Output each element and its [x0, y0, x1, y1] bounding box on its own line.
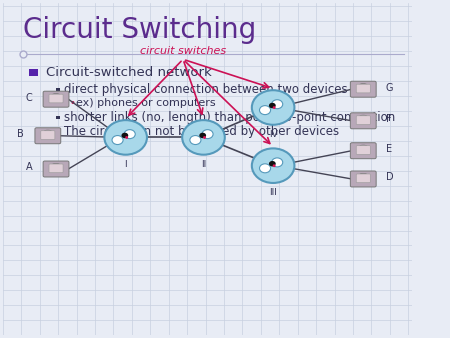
Text: A: A — [26, 162, 32, 172]
FancyBboxPatch shape — [351, 113, 376, 129]
Bar — [56, 116, 60, 119]
Ellipse shape — [359, 83, 367, 87]
FancyBboxPatch shape — [35, 128, 61, 144]
Circle shape — [190, 136, 201, 145]
FancyBboxPatch shape — [351, 171, 376, 187]
Circle shape — [252, 148, 294, 183]
Circle shape — [252, 90, 294, 125]
FancyBboxPatch shape — [41, 131, 55, 139]
Text: Circuit Switching: Circuit Switching — [23, 16, 256, 44]
Circle shape — [112, 136, 123, 145]
Ellipse shape — [44, 130, 52, 134]
FancyBboxPatch shape — [356, 174, 370, 183]
Circle shape — [122, 133, 128, 138]
Text: IV: IV — [269, 130, 278, 139]
FancyBboxPatch shape — [351, 143, 376, 159]
Bar — [56, 130, 60, 134]
Text: shorter links (no, length) than point-to-point connection: shorter links (no, length) than point-to… — [64, 111, 396, 124]
FancyBboxPatch shape — [356, 116, 370, 124]
Ellipse shape — [52, 94, 60, 97]
FancyBboxPatch shape — [49, 164, 63, 173]
Circle shape — [199, 133, 206, 138]
Text: ex) phones or computers: ex) phones or computers — [76, 98, 215, 108]
Text: II: II — [201, 160, 206, 169]
FancyBboxPatch shape — [49, 94, 63, 103]
Text: circuit switches: circuit switches — [140, 46, 226, 56]
Circle shape — [272, 158, 283, 167]
Text: Circuit-switched network: Circuit-switched network — [46, 66, 212, 79]
Circle shape — [202, 130, 213, 139]
Text: •: • — [70, 98, 76, 108]
FancyBboxPatch shape — [356, 84, 370, 93]
Bar — [56, 88, 60, 91]
Circle shape — [260, 164, 270, 173]
Text: direct physical connection between two devices: direct physical connection between two d… — [64, 83, 348, 96]
Circle shape — [124, 130, 135, 139]
Circle shape — [272, 100, 283, 109]
Text: III: III — [269, 188, 277, 197]
FancyBboxPatch shape — [356, 146, 370, 154]
Text: C: C — [26, 93, 32, 102]
FancyBboxPatch shape — [351, 81, 376, 97]
Text: B: B — [18, 129, 24, 139]
FancyBboxPatch shape — [43, 161, 69, 177]
Circle shape — [104, 120, 147, 155]
Text: The circuit can not be shared by other devices: The circuit can not be shared by other d… — [64, 125, 339, 138]
Text: I: I — [124, 160, 127, 169]
Circle shape — [269, 161, 276, 167]
Ellipse shape — [359, 145, 367, 148]
Ellipse shape — [359, 173, 367, 177]
FancyBboxPatch shape — [43, 91, 69, 107]
Circle shape — [269, 103, 276, 108]
Circle shape — [182, 120, 225, 155]
Circle shape — [260, 106, 270, 115]
Ellipse shape — [52, 163, 60, 167]
Text: G: G — [386, 82, 393, 93]
Ellipse shape — [359, 115, 367, 118]
Text: E: E — [386, 144, 392, 154]
Text: F: F — [386, 114, 392, 124]
Text: D: D — [386, 172, 393, 182]
